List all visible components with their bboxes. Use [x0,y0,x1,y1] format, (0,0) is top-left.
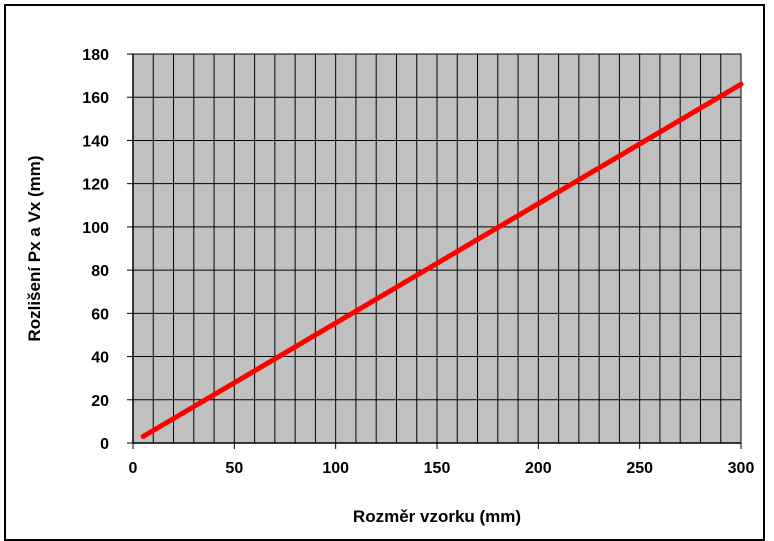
x-tick-label: 0 [129,460,138,477]
x-tick-label: 150 [424,460,451,477]
y-tick-label: 40 [91,350,109,367]
x-axis-title: Rozměr vzorku (mm) [353,507,521,526]
y-tick-label: 140 [82,133,109,150]
y-tick-label: 80 [91,263,109,280]
series-line [140,81,744,440]
x-tick-label: 50 [225,460,243,477]
y-tick-label: 120 [82,177,109,194]
y-tick-label: 160 [82,90,109,107]
tick-labels: 0 20 40 60 80 100 120 140 160 180 0 50 100 150 200 250 3… [82,47,754,477]
grid-lines [133,53,741,443]
y-tick-label: 60 [91,306,109,323]
y-axis-title: Rozlišení Px a Vx (mm) [25,155,44,341]
x-tick-label: 100 [322,460,349,477]
axes [127,53,742,449]
x-tick-label: 300 [728,460,755,477]
y-tick-label: 100 [82,220,109,237]
y-tick-label: 20 [91,393,109,410]
y-tick-label: 180 [82,47,109,64]
x-tick-label: 200 [525,460,552,477]
y-tick-label: 0 [100,436,109,453]
series-layer [140,81,744,440]
x-tick-label: 250 [626,460,653,477]
